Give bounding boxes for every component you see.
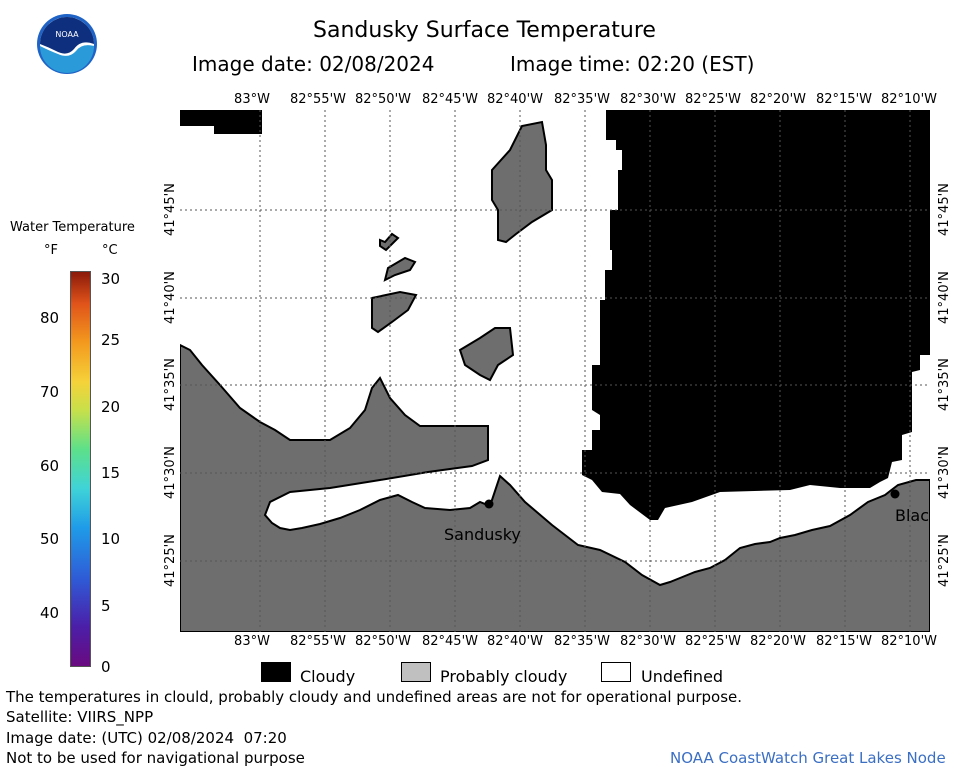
legend-swatch-probably-cloudy xyxy=(401,662,431,682)
c-tick: 5 xyxy=(101,597,111,615)
image-time: Image time: 02:20 (EST) xyxy=(510,52,755,76)
lon-label: 82°10'W xyxy=(880,634,938,649)
lat-label: 41°35'N xyxy=(937,358,952,411)
island xyxy=(458,327,515,382)
colorbar-title: Water Temperature xyxy=(10,220,135,235)
footer-disclaimer: The temperatures in clould, probably clo… xyxy=(6,688,743,706)
lon-label: 82°20'W xyxy=(749,92,807,107)
lon-label: 82°50'W xyxy=(354,634,412,649)
lon-label: 82°25'W xyxy=(684,634,742,649)
footer-satellite: Satellite: VIIRS_NPP xyxy=(6,708,154,726)
lon-label: 82°15'W xyxy=(815,92,873,107)
lon-label: 82°55'W xyxy=(289,634,347,649)
logo-text: NOAA xyxy=(55,30,79,39)
f-tick: 80 xyxy=(40,309,60,327)
lon-label: 82°30'W xyxy=(619,634,677,649)
sandusky-marker xyxy=(484,499,494,509)
legend-swatch-cloudy xyxy=(261,662,291,682)
city-label-sandusky: Sandusky xyxy=(444,525,521,544)
lon-label: 82°50'W xyxy=(354,92,412,107)
lon-label: 82°45'W xyxy=(421,92,479,107)
city-label-blac: Blac xyxy=(895,506,930,525)
c-tick: 10 xyxy=(101,530,121,548)
lat-label: 41°35'N xyxy=(163,358,178,411)
f-tick: 40 xyxy=(40,604,60,622)
lon-label: 83°W xyxy=(234,634,270,649)
lon-label: 82°25'W xyxy=(684,92,742,107)
map-title: Sandusky Surface Temperature xyxy=(313,18,656,43)
lat-label: 41°25'N xyxy=(937,534,952,587)
lon-label: 82°40'W xyxy=(486,92,544,107)
legend-label-probably-cloudy: Probably cloudy xyxy=(440,667,568,686)
graticule xyxy=(180,110,930,632)
island xyxy=(379,232,400,252)
image-date: Image date: 02/08/2024 xyxy=(192,52,435,76)
c-tick: 30 xyxy=(101,270,121,288)
colorbar-gradient xyxy=(70,271,91,667)
c-tick: 25 xyxy=(101,331,121,349)
f-tick: 60 xyxy=(40,457,60,475)
land-mass xyxy=(179,343,931,633)
map-frame[interactable] xyxy=(179,110,931,633)
lon-label: 82°55'W xyxy=(289,92,347,107)
lon-label: 82°45'W xyxy=(421,634,479,649)
c-tick: 0 xyxy=(101,658,111,676)
cloud-region xyxy=(180,110,930,520)
lat-label: 41°45'N xyxy=(163,183,178,236)
footer-utc-date: Image date: (UTC) 02/08/2024 07:20 xyxy=(6,729,287,747)
map-svg xyxy=(179,110,931,633)
blac-marker xyxy=(890,489,900,499)
lat-label: 41°30'N xyxy=(937,446,952,499)
footer-credit-link[interactable]: NOAA CoastWatch Great Lakes Node xyxy=(670,749,946,767)
lon-label: 82°10'W xyxy=(880,92,938,107)
island xyxy=(383,256,417,282)
c-tick: 20 xyxy=(101,398,121,416)
lat-label: 41°40'N xyxy=(163,271,178,324)
colorbar-unit-f: °F xyxy=(44,243,58,258)
legend-label-cloudy: Cloudy xyxy=(300,667,356,686)
lon-label: 82°35'W xyxy=(553,634,611,649)
f-tick: 50 xyxy=(40,530,60,548)
lat-label: 41°40'N xyxy=(937,271,952,324)
c-tick: 15 xyxy=(101,464,121,482)
lon-label: 82°20'W xyxy=(749,634,807,649)
lon-label: 83°W xyxy=(234,92,270,107)
lon-label: 82°15'W xyxy=(815,634,873,649)
island xyxy=(371,290,418,334)
lon-label: 82°40'W xyxy=(486,634,544,649)
legend-swatch-undefined xyxy=(601,662,631,682)
lat-label: 41°30'N xyxy=(163,446,178,499)
noaa-logo: NOAA xyxy=(36,13,98,79)
f-tick: 70 xyxy=(40,383,60,401)
lat-label: 41°25'N xyxy=(163,534,178,587)
footer-nav-warning: Not to be used for navigational purpose xyxy=(6,749,305,767)
legend-label-undefined: Undefined xyxy=(641,667,724,686)
lon-label: 82°35'W xyxy=(553,92,611,107)
lat-label: 41°45'N xyxy=(937,183,952,236)
lon-label: 82°30'W xyxy=(619,92,677,107)
colorbar-unit-c: °C xyxy=(102,243,118,258)
